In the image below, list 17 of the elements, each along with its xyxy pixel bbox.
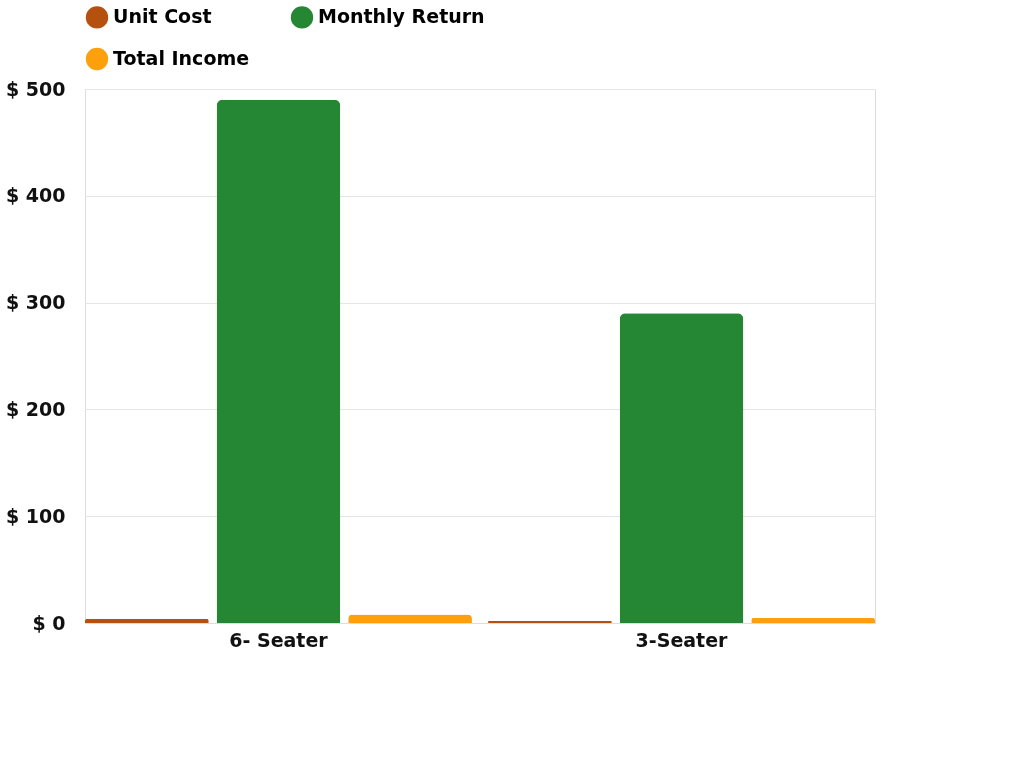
bar <box>488 620 612 623</box>
y-tick-label: $ 400 <box>6 184 66 207</box>
legend-label: Monthly Return <box>318 5 485 28</box>
y-tick-label: $ 300 <box>6 291 66 314</box>
y-tick-label: $ 0 <box>32 611 66 634</box>
bar <box>216 99 341 623</box>
bar <box>348 614 472 623</box>
y-tick-label: $ 100 <box>6 504 66 527</box>
x-tick-label: 6- Seater <box>229 628 329 651</box>
legend-label: Unit Cost <box>113 5 212 28</box>
y-tick-label: $ 500 <box>6 77 66 100</box>
bar <box>85 618 209 623</box>
x-tick-label: 3-Seater <box>635 628 729 651</box>
bar <box>619 313 744 623</box>
legend-label: Total Income <box>113 47 250 69</box>
y-tick-label: $ 200 <box>6 397 66 420</box>
bar <box>751 617 875 623</box>
